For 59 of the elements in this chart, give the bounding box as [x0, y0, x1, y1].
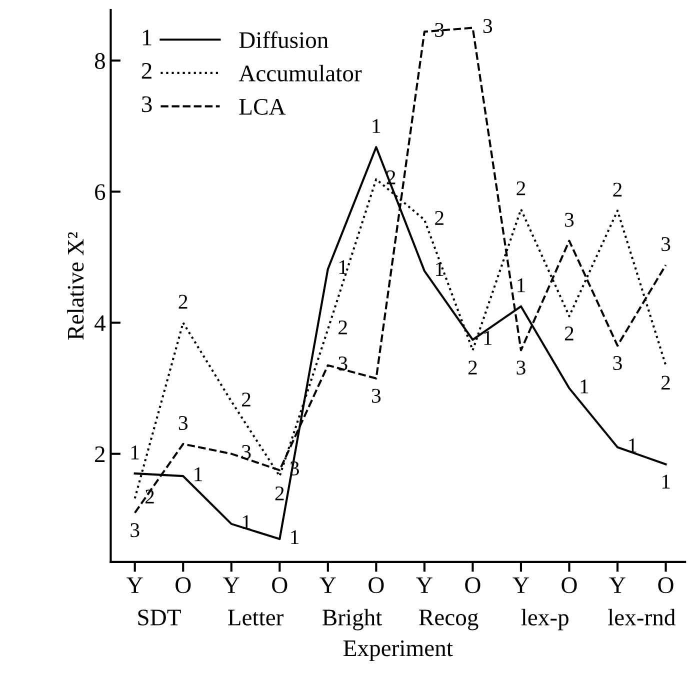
annotation: 3: [613, 356, 622, 370]
annotation: 2: [178, 294, 188, 309]
annotation: 3: [178, 416, 188, 430]
annotation: 2: [661, 376, 670, 390]
annotation: 2: [435, 211, 444, 225]
annotation: 2: [338, 320, 347, 334]
annotation: 3: [565, 212, 574, 227]
annotation: 3: [662, 237, 670, 252]
annotation: 1: [291, 530, 299, 544]
annotation: 1: [194, 467, 202, 482]
annotation: 1: [662, 474, 670, 488]
x-tick-label: Y: [512, 577, 529, 593]
text: lex-rnd: [608, 608, 676, 626]
annotation: 2: [468, 360, 477, 374]
annotation: 2: [275, 486, 284, 500]
x-tick-label: Y: [609, 577, 626, 593]
annotation: 1: [518, 278, 525, 292]
annotation: 2: [145, 490, 154, 504]
text: SDT: [138, 610, 181, 626]
x-tick-label: Y: [223, 577, 240, 593]
y-tick-label: 6: [95, 184, 106, 200]
x-tick-label: O: [562, 577, 577, 594]
y-tick-label: 4: [94, 315, 106, 331]
x-tick-label: O: [368, 577, 384, 594]
annotation: 2: [142, 62, 152, 79]
x-tick-label: O: [465, 577, 480, 594]
annotation: 1: [131, 446, 139, 460]
y-tick-label: 8: [94, 53, 105, 69]
x-axis-title: Experiment: [344, 640, 453, 662]
annotation: 3: [142, 96, 152, 112]
x-tick-label: Y: [416, 577, 432, 593]
annotation: 1: [372, 119, 380, 133]
y-tick-label: 2: [95, 446, 105, 462]
legend-label: LCA: [239, 98, 286, 115]
x-tick-label: O: [272, 577, 288, 594]
annotation: 3: [483, 19, 492, 34]
annotation: 1: [339, 260, 347, 274]
legend-label: Accumulator: [238, 64, 362, 82]
annotation: 2: [516, 181, 526, 196]
x-tick-label: Y: [320, 577, 336, 593]
annotation: 1: [142, 30, 152, 46]
y-axis-title: Relative X²: [67, 232, 84, 340]
annotation: 2: [564, 326, 574, 340]
annotation: 1: [436, 262, 444, 276]
text: Letter: [228, 610, 284, 626]
x-tick-label: O: [658, 577, 674, 594]
x-tick-label: O: [176, 577, 191, 594]
annotation: 3: [516, 360, 526, 375]
annotation: 1: [580, 380, 588, 394]
annotation: 2: [613, 182, 622, 196]
annotation: 3: [372, 388, 381, 403]
legend-label: Diffusion: [239, 31, 328, 48]
annotation: 3: [130, 523, 140, 538]
text: lex-p: [521, 608, 568, 630]
text: Bright: [322, 608, 382, 630]
text: Recog: [419, 610, 478, 630]
annotation: 1: [484, 331, 492, 345]
annotation: 2: [242, 392, 250, 406]
x-tick-label: Y: [126, 577, 143, 593]
